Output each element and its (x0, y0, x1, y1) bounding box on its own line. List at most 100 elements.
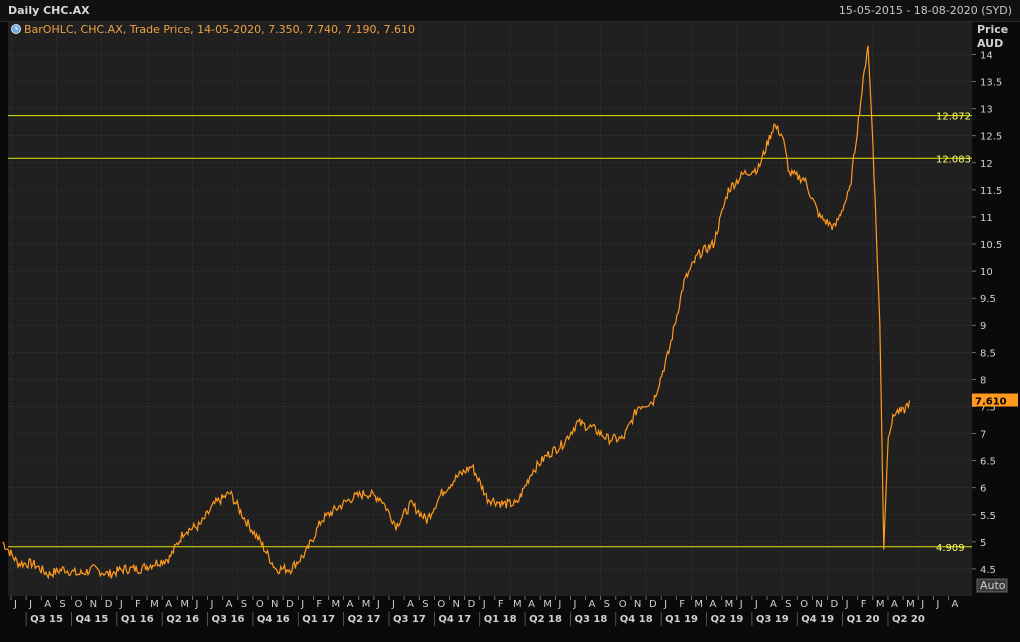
x-month-label: D (468, 599, 476, 610)
x-axis-quarter-labels: Q3 15 Q4 15 Q1 16 Q2 16 Q3 16 Q4 16 Q1 17 Q2 17… (25, 612, 925, 626)
x-month-label: F (498, 599, 504, 610)
grid-lines (8, 22, 972, 596)
level-label: 4.909 (936, 543, 965, 554)
x-quarter-label: Q3 16 (212, 614, 245, 625)
x-month-label: N (90, 599, 97, 610)
x-quarter-label: Q1 19 (665, 614, 698, 625)
y-axis-unit: AUD (977, 37, 1003, 50)
y-tick-label: 13 (980, 105, 993, 116)
x-quarter-label: Q1 18 (484, 614, 517, 625)
x-month-label: S (604, 599, 610, 610)
auto-scale-label: Auto (980, 579, 1006, 592)
y-tick-label: 11 (980, 213, 993, 224)
chart-title: Daily CHC.AX (8, 4, 90, 17)
level-label: 12.083 (936, 154, 971, 165)
x-month-label: M (906, 599, 915, 610)
x-quarter-label: Q2 18 (529, 614, 562, 625)
y-tick-label: 4.5 (980, 565, 996, 576)
x-month-label: A (407, 599, 414, 610)
x-quarter-label: Q3 15 (30, 614, 63, 625)
x-month-label: O (800, 599, 808, 610)
x-month-label: S (422, 599, 428, 610)
y-tick-label: 9 (980, 321, 986, 332)
x-month-label: N (634, 599, 641, 610)
x-month-label: J (119, 599, 123, 610)
x-month-label: M (694, 599, 703, 610)
x-quarter-label: Q2 19 (711, 614, 744, 625)
x-month-label: J (572, 599, 576, 610)
x-quarter-label: Q4 15 (75, 614, 108, 625)
y-tick-label: 12 (980, 159, 993, 170)
y-tick-label: 8 (980, 375, 986, 386)
y-tick-label: 11.5 (980, 186, 1002, 197)
x-month-label: M (180, 599, 189, 610)
y-tick-label: 13.5 (980, 78, 1002, 89)
title-bar: Daily CHC.AX 15-05-2015 - 18-08-2020 (SY… (0, 0, 1020, 22)
y-tick-label: 6 (980, 484, 986, 495)
auto-scale-button[interactable] (976, 578, 1008, 593)
legend: BarOHLC, CHC.AX, Trade Price, 14-05-2020… (11, 23, 415, 36)
x-month-label: J (557, 599, 561, 610)
y-tick-label: 5 (980, 538, 986, 549)
x-month-label: A (347, 599, 354, 610)
x-month-label: J (739, 599, 743, 610)
x-month-label: D (286, 599, 294, 610)
x-month-label: D (649, 599, 657, 610)
x-month-label: J (935, 599, 939, 610)
x-month-label: J (194, 599, 198, 610)
x-month-label: M (543, 599, 552, 610)
x-month-label: N (271, 599, 278, 610)
x-quarter-label: Q3 18 (574, 614, 607, 625)
x-month-label: A (226, 599, 233, 610)
x-month-label: F (861, 599, 867, 610)
y-tick-label: 10 (980, 267, 993, 278)
x-month-label: J (28, 599, 32, 610)
y-tick-label: 7 (980, 430, 986, 441)
y-tick-label: 14 (980, 50, 993, 61)
x-quarter-label: Q3 17 (393, 614, 426, 625)
x-month-label: J (13, 599, 17, 610)
x-month-label: O (437, 599, 445, 610)
x-month-label: M (876, 599, 885, 610)
x-month-label: J (391, 599, 395, 610)
date-range: 15-05-2015 - 18-08-2020 (SYD) (838, 4, 1012, 17)
y-axis-panel (972, 22, 1020, 596)
horizontal-levels: 12.872 12.083 4.909 (8, 112, 972, 554)
x-month-label: A (589, 599, 596, 610)
x-month-label: F (135, 599, 141, 610)
y-tick-label: 7.5 (980, 402, 996, 413)
x-quarter-label: Q1 16 (121, 614, 154, 625)
x-month-label: J (920, 599, 924, 610)
y-axis-title: Price (977, 23, 1008, 36)
x-quarter-label: Q4 19 (801, 614, 834, 625)
x-month-label: J (376, 599, 380, 610)
x-month-label: F (316, 599, 322, 610)
x-month-label: A (770, 599, 777, 610)
price-line[interactable] (2, 45, 911, 580)
x-month-label: S (241, 599, 247, 610)
x-month-label: A (528, 599, 535, 610)
x-quarter-label: Q3 19 (756, 614, 789, 625)
x-quarter-label: Q4 18 (620, 614, 653, 625)
x-month-label: S (59, 599, 65, 610)
last-value-marker: 7.610 (972, 393, 1018, 408)
x-month-label: J (663, 599, 667, 610)
x-quarter-label: Q4 17 (438, 614, 471, 625)
x-month-label: O (619, 599, 627, 610)
legend-text: BarOHLC, CHC.AX, Trade Price, 14-05-2020… (24, 23, 415, 36)
y-tick-label: 8.5 (980, 348, 996, 359)
x-month-label: S (785, 599, 791, 610)
y-tick-label: 12.5 (980, 132, 1002, 143)
x-month-label: J (845, 599, 849, 610)
y-tick-label: 9.5 (980, 294, 996, 305)
x-month-label: A (44, 599, 51, 610)
x-quarter-label: Q2 17 (348, 614, 381, 625)
x-month-label: D (830, 599, 838, 610)
x-month-label: A (951, 599, 958, 610)
x-month-label: N (452, 599, 459, 610)
x-month-label: M (362, 599, 371, 610)
y-tick-label: 10.5 (980, 240, 1002, 251)
